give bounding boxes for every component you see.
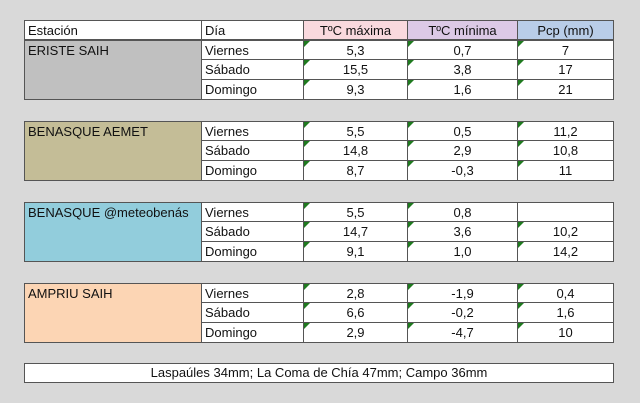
pcp-cell: 21	[518, 80, 614, 100]
tmin-cell: 3,6	[408, 222, 518, 242]
pcp-cell: 11,2	[518, 121, 614, 141]
tmax-cell: 2,9	[304, 323, 408, 343]
tmax-cell: 5,5	[304, 202, 408, 222]
tmin-cell: 0,8	[408, 202, 518, 222]
day-cell: Sábado	[202, 141, 304, 161]
table-row: Domingo 8,7 -0,3 11	[202, 161, 614, 181]
station-name: ERISTE SAIH	[24, 40, 202, 100]
tmin-cell: -1,9	[408, 283, 518, 303]
tmax-cell: 8,7	[304, 161, 408, 181]
header-tmin: TºC mínima	[408, 20, 518, 40]
pcp-cell: 17	[518, 60, 614, 80]
tmax-cell: 6,6	[304, 303, 408, 323]
tmax-cell: 2,8	[304, 283, 408, 303]
day-cell: Domingo	[202, 80, 304, 100]
tmax-cell: 5,5	[304, 121, 408, 141]
pcp-cell	[518, 202, 614, 222]
tmin-cell: -0,2	[408, 303, 518, 323]
tmin-cell: 0,7	[408, 40, 518, 60]
station-group-benasque-meteo: BENASQUE @meteobenás Viernes 5,5 0,8 Sáb…	[24, 202, 614, 262]
pcp-cell: 10	[518, 323, 614, 343]
station-group-ampriu: AMPRIU SAIH Viernes 2,8 -1,9 0,4 Sábado …	[24, 283, 614, 343]
tmin-cell: 3,8	[408, 60, 518, 80]
tmin-cell: 0,5	[408, 121, 518, 141]
table-row: Sábado 14,7 3,6 10,2	[202, 222, 614, 242]
header-pcp: Pcp (mm)	[518, 20, 614, 40]
pcp-cell: 10,2	[518, 222, 614, 242]
tmin-cell: -0,3	[408, 161, 518, 181]
pcp-cell: 7	[518, 40, 614, 60]
tmin-cell: -4,7	[408, 323, 518, 343]
station-name: AMPRIU SAIH	[24, 283, 202, 343]
day-cell: Viernes	[202, 121, 304, 141]
tmax-cell: 9,1	[304, 242, 408, 262]
tmax-cell: 14,7	[304, 222, 408, 242]
table-row: Domingo 9,1 1,0 14,2	[202, 242, 614, 262]
table-row: Viernes 5,3 0,7 7	[202, 40, 614, 60]
header-dia: Día	[202, 20, 304, 40]
table-header: Estación Día TºC máxima TºC mínima Pcp (…	[24, 20, 614, 40]
header-tmax: TºC máxima	[304, 20, 408, 40]
pcp-cell: 0,4	[518, 283, 614, 303]
station-group-benasque-aemet: BENASQUE AEMET Viernes 5,5 0,5 11,2 Sába…	[24, 121, 614, 181]
table-row: Domingo 2,9 -4,7 10	[202, 323, 614, 343]
tmin-cell: 1,6	[408, 80, 518, 100]
pcp-cell: 11	[518, 161, 614, 181]
day-cell: Domingo	[202, 323, 304, 343]
day-cell: Viernes	[202, 202, 304, 222]
pcp-cell: 1,6	[518, 303, 614, 323]
day-cell: Domingo	[202, 242, 304, 262]
day-cell: Viernes	[202, 40, 304, 60]
station-group-eriste: ERISTE SAIH Viernes 5,3 0,7 7 Sábado 15,…	[24, 40, 614, 100]
station-name: BENASQUE AEMET	[24, 121, 202, 181]
table-row: Domingo 9,3 1,6 21	[202, 80, 614, 100]
header-estacion: Estación	[24, 20, 202, 40]
day-cell: Sábado	[202, 222, 304, 242]
table-row: Sábado 14,8 2,9 10,8	[202, 141, 614, 161]
table-row: Sábado 15,5 3,8 17	[202, 60, 614, 80]
tmax-cell: 9,3	[304, 80, 408, 100]
pcp-cell: 10,8	[518, 141, 614, 161]
table-row: Viernes 2,8 -1,9 0,4	[202, 283, 614, 303]
tmin-cell: 2,9	[408, 141, 518, 161]
day-cell: Domingo	[202, 161, 304, 181]
station-name: BENASQUE @meteobenás	[24, 202, 202, 262]
day-cell: Sábado	[202, 303, 304, 323]
tmax-cell: 5,3	[304, 40, 408, 60]
tmin-cell: 1,0	[408, 242, 518, 262]
day-cell: Sábado	[202, 60, 304, 80]
day-cell: Viernes	[202, 283, 304, 303]
tmax-cell: 14,8	[304, 141, 408, 161]
table-row: Viernes 5,5 0,8	[202, 202, 614, 222]
precipitation-note: Laspaúles 34mm; La Coma de Chía 47mm; Ca…	[24, 363, 614, 383]
table-row: Sábado 6,6 -0,2 1,6	[202, 303, 614, 323]
pcp-cell: 14,2	[518, 242, 614, 262]
tmax-cell: 15,5	[304, 60, 408, 80]
table-row: Viernes 5,5 0,5 11,2	[202, 121, 614, 141]
